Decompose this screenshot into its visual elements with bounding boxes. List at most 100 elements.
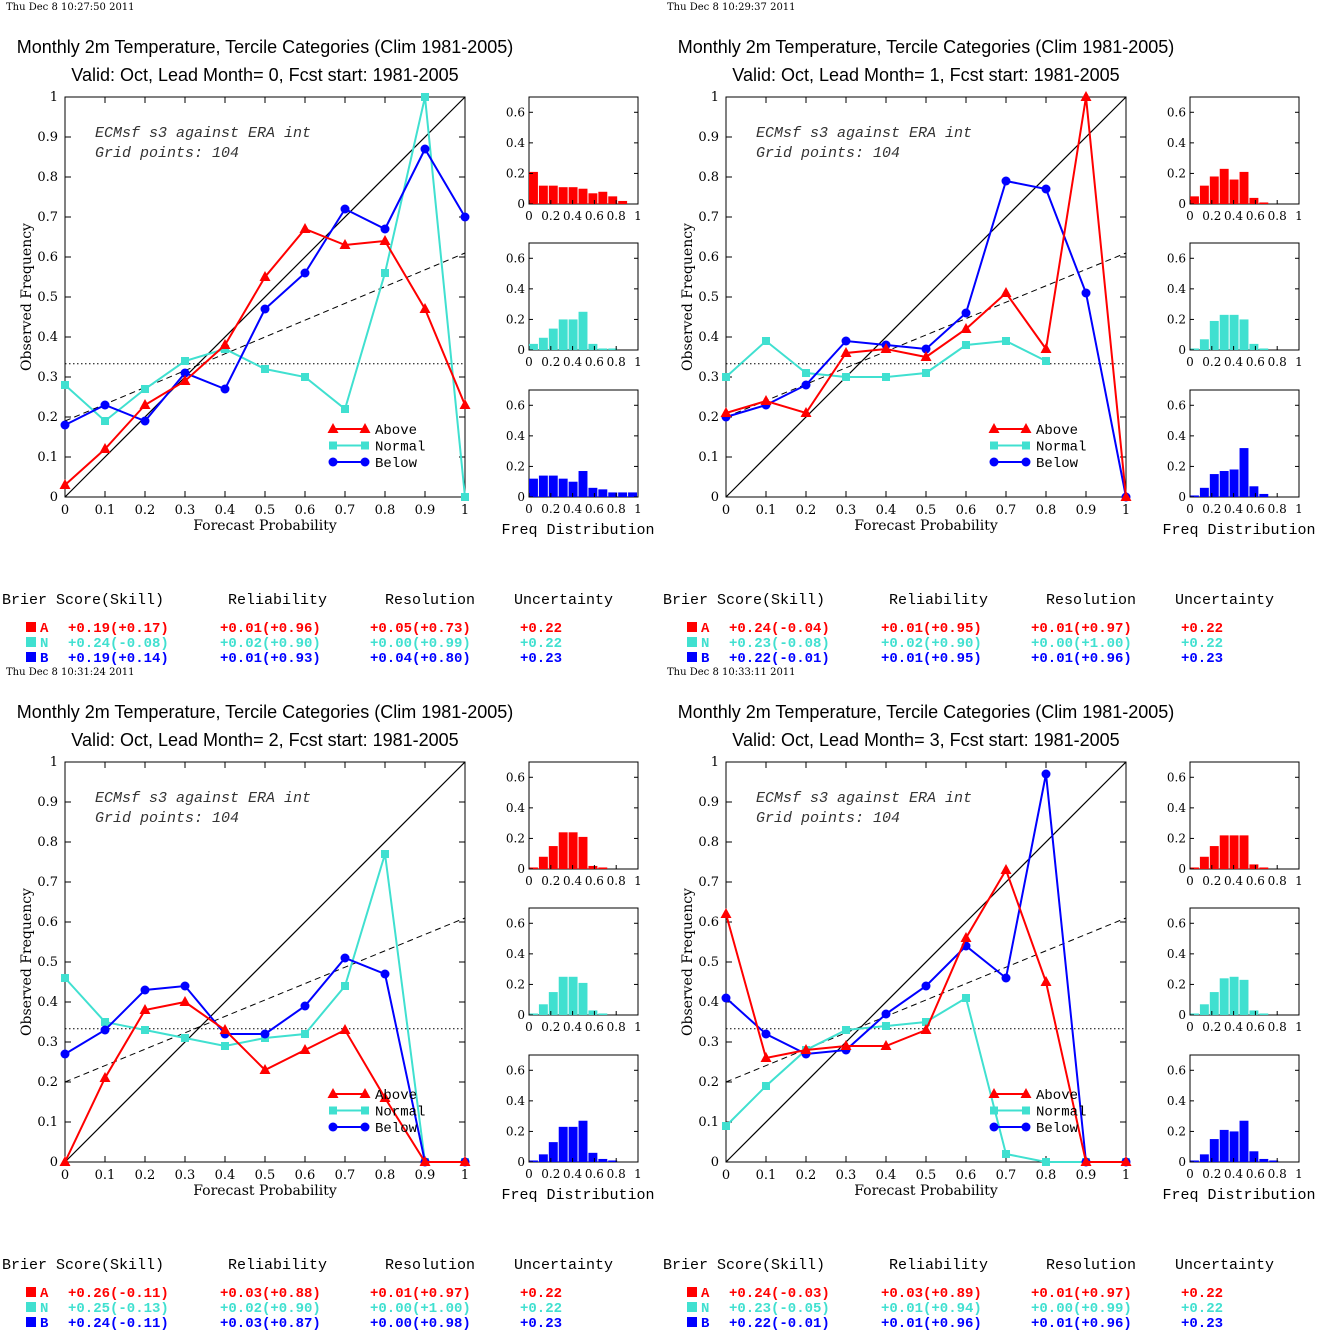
x-tick-label: 0.5 [916,503,937,518]
hist-y-tick-label: 0.2 [506,977,525,991]
hist-x-tick-label: 0.8 [607,209,626,223]
histogram-bar [529,171,538,204]
histogram-bar [1190,348,1199,350]
data-point [960,323,972,333]
hist-x-tick-label: 0.2 [541,1020,560,1034]
histogram-bar [1219,835,1229,869]
x-tick-label: 0.7 [335,503,356,518]
data-point [259,1064,271,1074]
histogram-bar [1229,179,1239,204]
hist-x-tick-label: 1 [634,209,642,223]
y-tick-label: 0.7 [698,875,719,890]
legend-marker [329,441,337,450]
histogram-bar [1249,343,1259,350]
y-tick-label: 0.5 [698,955,719,970]
hist-y-tick-label: 0.6 [1167,770,1186,784]
hist-y-tick-label: 0.2 [506,312,525,326]
score-header: Brier Score(Skill) [663,1257,825,1274]
hist-x-tick-label: 1 [634,1020,642,1034]
histogram-bar [1199,339,1209,350]
hist-y-tick-label: 0.6 [1167,916,1186,930]
legend-marker [989,1122,999,1132]
hist-y-tick-label: 0 [517,1008,525,1022]
score-value: +0.25(-0.13) [68,1301,169,1317]
score-value: +0.00(+0.98) [370,1316,471,1330]
series-above [59,996,471,1166]
hist-x-tick-label: 0 [525,355,533,369]
data-point [802,369,810,377]
histogram-bar [1229,314,1239,350]
score-swatch [687,1302,697,1312]
histogram-bar [1199,487,1209,497]
hist-x-tick-label: 1 [1295,874,1303,888]
y-tick-label: 0.6 [698,250,719,265]
panel-3: Thu Dec 8 10:31:24 2011 Monthly 2m Temper… [2,667,655,1330]
hist-y-tick-label: 0.2 [506,166,525,180]
data-point [720,908,732,918]
histogram-bar [588,487,598,497]
y-tick-label: 0.3 [37,370,58,385]
histogram-bar [1249,486,1259,497]
chart-title: Monthly 2m Temperature, Tercile Categori… [17,37,514,57]
hist-y-tick-label: 0 [517,862,525,876]
data-point [880,343,892,353]
data-point [141,385,149,393]
hist-y-tick-label: 0.4 [1167,1094,1186,1108]
histogram-bar [1239,319,1249,350]
score-value: +0.03(+0.87) [220,1316,321,1330]
histogram-bar [1249,1151,1259,1162]
y-tick-label: 0.6 [698,915,719,930]
hist-y-tick-label: 0 [517,1155,525,1169]
data-point [841,336,851,346]
y-tick-label: 0 [711,1155,719,1170]
data-point [1002,337,1010,345]
data-point [962,341,970,349]
y-tick-label: 0.9 [37,795,58,810]
data-point [721,993,731,1003]
chart-title: Monthly 2m Temperature, Tercile Categori… [678,702,1175,722]
hist-x-tick-label: 0.4 [563,874,582,888]
legend-label-normal: Normal [375,1105,425,1121]
histogram-bar [1249,197,1259,204]
score-swatch [26,1287,36,1297]
x-tick-label: 0.9 [415,503,436,518]
chart-title: Monthly 2m Temperature, Tercile Categori… [678,37,1175,57]
histogram-bar [548,475,558,497]
data-point [1042,1158,1050,1166]
histogram-bar [598,348,608,350]
panel-1: Thu Dec 8 10:27:50 2011 Monthly 2m Temper… [2,2,655,667]
legend-marker [359,423,371,433]
histogram-bar [598,1013,608,1015]
legend-label-above: Above [1036,1088,1078,1104]
series-below [60,144,470,430]
legend-marker [360,1122,370,1132]
data-point [1040,976,1052,986]
histogram-bar [598,1158,608,1162]
histogram-bar [529,343,538,350]
y-tick-label: 0.4 [698,330,719,345]
y-tick-label: 1 [50,755,58,770]
histogram-bar [1239,171,1249,204]
data-point [419,1156,431,1166]
legend-marker [1021,1122,1031,1132]
score-category: N [701,636,709,652]
hist-x-tick-label: 1 [1295,1020,1303,1034]
data-point [920,351,932,361]
histogram-below: 0 0.2 0.4 0.6 0.8 100.20.40.6 [506,1054,642,1181]
x-tick-label: 0.5 [255,503,276,518]
legend-marker [1020,1088,1032,1098]
y-tick-label: 0.5 [37,955,58,970]
score-header: Resolution [1046,592,1136,609]
x-tick-label: 0.6 [295,503,316,518]
hist-x-tick-label: 0.6 [1246,874,1265,888]
x-tick-label: 1 [1122,1168,1130,1183]
data-point [301,373,309,381]
hist-x-tick-label: 0.8 [607,502,626,516]
legend-marker [1020,423,1032,433]
histogram-bar [558,319,568,350]
data-point [761,1029,771,1039]
score-header: Resolution [385,592,475,609]
data-point [1080,91,1092,101]
score-value: +0.22 [1181,621,1223,637]
hist-y-tick-label: 0.6 [506,398,525,412]
